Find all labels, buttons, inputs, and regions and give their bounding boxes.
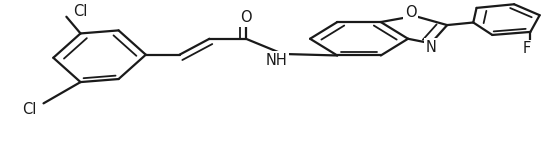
Text: N: N (425, 40, 436, 55)
Text: Cl: Cl (73, 4, 88, 19)
Text: Cl: Cl (22, 102, 36, 117)
Text: O: O (240, 10, 252, 25)
Text: F: F (522, 41, 531, 56)
Text: O: O (405, 5, 417, 20)
Text: NH: NH (265, 53, 287, 67)
